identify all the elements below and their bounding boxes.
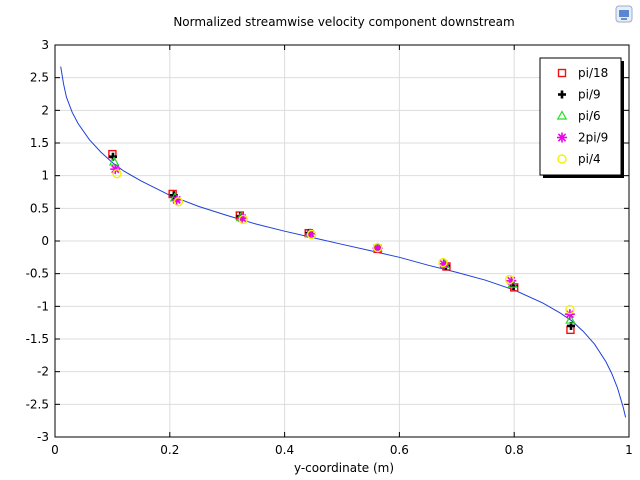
data-point [565, 314, 576, 324]
y-tick-label: -3 [37, 430, 49, 444]
x-tick-label: 0.8 [505, 443, 524, 457]
y-tick-label: -1.5 [26, 332, 49, 346]
x-axis-label: y-coordinate (m) [294, 461, 394, 475]
data-point [372, 242, 383, 253]
y-tick-label: -2 [37, 365, 49, 379]
data-point [506, 275, 517, 286]
legend-label: pi/6 [578, 109, 601, 123]
data-point [173, 197, 184, 207]
legend-label: pi/18 [578, 66, 608, 80]
x-tick-label: 0 [51, 443, 59, 457]
grid-lines [55, 45, 629, 437]
data-point [237, 213, 248, 224]
y-tick-label: 1.5 [30, 136, 49, 150]
x-tick-label: 0.4 [275, 443, 294, 457]
x-tick-label: 0.6 [390, 443, 409, 457]
legend-marker [556, 110, 568, 120]
data-point [438, 257, 448, 268]
legend-box [539, 57, 622, 176]
data-point [171, 194, 182, 205]
data-point [238, 214, 248, 225]
chart-title: Normalized streamwise velocity component… [173, 15, 514, 29]
y-tick-label: 1 [41, 169, 49, 183]
y-tick-label: 3 [41, 38, 49, 52]
legend-marker [557, 154, 567, 164]
y-tick-label: 2 [41, 103, 49, 117]
data-point [108, 156, 120, 166]
legend-marker [558, 90, 566, 99]
legend-marker [557, 132, 567, 143]
x-tick-label: 1 [625, 443, 633, 457]
y-tick-label: 0.5 [30, 201, 49, 215]
legend-label: 2pi/9 [578, 131, 608, 145]
y-tick-label: 2.5 [30, 71, 49, 85]
data-point [110, 164, 121, 175]
legend-label: pi/9 [578, 88, 601, 102]
y-tick-label: -0.5 [26, 267, 49, 281]
corner-icon[interactable] [615, 5, 633, 23]
curve-layer [60, 66, 627, 418]
data-point [565, 304, 575, 315]
data-point [306, 229, 317, 240]
y-tick-label: -2.5 [26, 397, 49, 411]
legend: pi/18 pi/9 pi/6 2pi/9 pi/4 [539, 57, 624, 178]
x-tick-label: 0.2 [160, 443, 179, 457]
legend-marker [557, 68, 567, 78]
fit-curve [60, 66, 627, 418]
y-tick-label: 0 [41, 234, 49, 248]
data-point [504, 274, 515, 285]
marker-layer [108, 149, 576, 335]
data-point [112, 169, 122, 179]
legend-label: pi/4 [578, 152, 601, 166]
y-tick-label: -1 [37, 299, 49, 313]
tick-layer: 0 0.2 0.4 0.6 0.8 1 -3 -2.5 -2 -1.5 -1 -0.5 0 0.5 1 1.5… [26, 38, 633, 457]
